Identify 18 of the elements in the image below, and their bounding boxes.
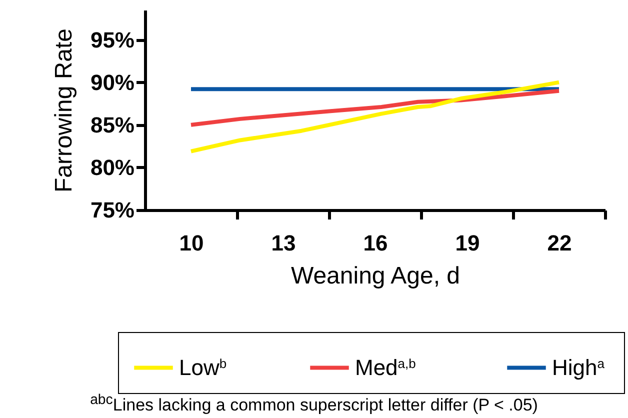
y-tick-label: 95%: [90, 27, 134, 52]
x-tick-label: 13: [271, 230, 296, 256]
x-tick-label: 19: [455, 230, 480, 256]
line-series: [189, 80, 561, 154]
legend-label: High$^{a}$: [552, 354, 606, 380]
legend-label: Low$^{b}$: [179, 354, 227, 380]
x-axis-title: Weaning Age, d: [290, 262, 460, 290]
text: $^{abc}$Lines lacking a common superscript letter differ (P < .05): [89, 392, 539, 416]
y-axis-title: Farrowing Rate: [50, 28, 78, 193]
x-tick-label: 16: [363, 230, 388, 256]
x-tick-label: 22: [547, 230, 572, 256]
y-tick-label: 90%: [90, 70, 134, 95]
y-tick-label: 85%: [90, 112, 134, 138]
line-series: [189, 88, 561, 127]
x-tick-label: 10: [179, 230, 204, 256]
legend-label: Med$^{a,b}$: [355, 354, 416, 380]
y-tick-label: 75%: [90, 198, 134, 222]
y-tick-label: 80%: [90, 154, 134, 180]
